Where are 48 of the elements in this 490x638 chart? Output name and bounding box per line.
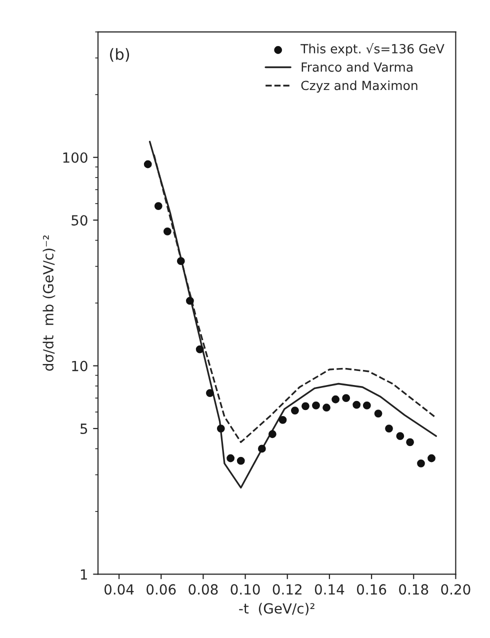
point (278, 416, 287, 424)
x-tick-label: 0.20 (441, 584, 470, 595)
x-tick-label: 0.06 (146, 584, 176, 595)
point (226, 454, 235, 462)
point (406, 438, 414, 446)
annotation: (b) (110, 48, 130, 62)
legend-label: Franco and Varma (302, 62, 412, 72)
point (396, 432, 404, 440)
point (428, 454, 436, 462)
y-tick-label: 50 (72, 215, 88, 226)
point (290, 406, 299, 414)
y-tick-label: 1 (80, 569, 87, 580)
point (186, 296, 194, 305)
point (236, 456, 245, 465)
legend-label: Czyz and Maximon (301, 80, 418, 93)
y-axis-title: dσ/dt mb (GeV/c)⁻² (42, 235, 56, 371)
point (268, 430, 276, 438)
line-series (148, 140, 437, 489)
point (312, 402, 320, 410)
point (362, 402, 371, 410)
x-tick-label: 0.04 (104, 584, 134, 595)
point (322, 404, 330, 412)
point (163, 228, 172, 236)
point (332, 395, 340, 404)
point (196, 345, 204, 354)
point (144, 160, 152, 168)
x-tick-label: 0.08 (188, 584, 218, 595)
point (154, 202, 162, 210)
point (342, 394, 350, 402)
point (302, 402, 310, 410)
x-tick-label: 0.14 (314, 584, 344, 595)
point (206, 389, 214, 397)
point (385, 424, 393, 432)
x-axis-title: -t (GeV/c)² (239, 602, 314, 616)
point (216, 424, 225, 432)
legend-label: This expt. √s=136 GeV (300, 43, 444, 56)
point (417, 459, 425, 468)
x-tick-label: 0.18 (399, 584, 428, 595)
y-tick-label: 100 (63, 152, 88, 163)
x-tick-label: 0.12 (272, 584, 302, 595)
y-tick-label: 10 (72, 360, 88, 372)
point (352, 400, 361, 409)
x-tick-label: 0.10 (230, 584, 260, 595)
point (374, 410, 382, 418)
y-tick-label: 5 (80, 424, 88, 434)
x-tick-label: 0.16 (356, 584, 386, 595)
point (258, 444, 266, 453)
point (176, 257, 185, 266)
